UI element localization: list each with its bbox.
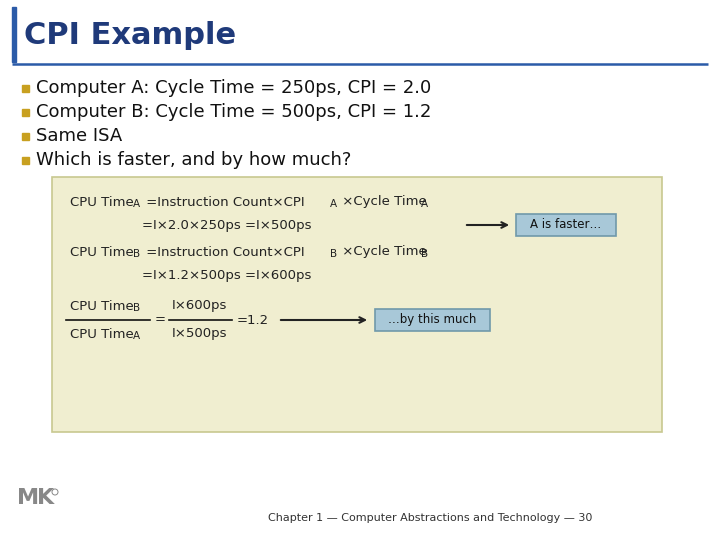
Text: I×600ps: I×600ps — [172, 300, 228, 313]
Text: A: A — [330, 199, 337, 209]
Text: =I×1.2×500ps =I×600ps: =I×1.2×500ps =I×600ps — [142, 268, 311, 281]
Text: =: = — [155, 314, 166, 327]
Text: CPU Time: CPU Time — [70, 195, 134, 208]
Text: CPU Time: CPU Time — [70, 300, 134, 313]
Text: ×Cycle Time: ×Cycle Time — [338, 246, 427, 259]
Text: Same ISA: Same ISA — [36, 127, 122, 145]
Text: ×Cycle Time: ×Cycle Time — [338, 195, 427, 208]
Text: B: B — [330, 249, 337, 259]
Text: =1.2: =1.2 — [237, 314, 269, 327]
Bar — [375, 309, 490, 331]
Text: K: K — [37, 488, 55, 508]
Text: CPI Example: CPI Example — [24, 21, 236, 50]
Text: =Instruction Count×CPI: =Instruction Count×CPI — [142, 195, 305, 208]
Bar — [22, 133, 29, 140]
Text: CPU Time: CPU Time — [70, 327, 134, 341]
Bar — [22, 109, 29, 116]
Text: B: B — [421, 249, 428, 259]
Text: Which is faster, and by how much?: Which is faster, and by how much? — [36, 151, 351, 169]
Text: CPU Time: CPU Time — [70, 246, 134, 259]
Bar — [52, 177, 662, 432]
Text: A: A — [133, 199, 140, 209]
Text: A: A — [421, 199, 428, 209]
Text: M: M — [17, 488, 39, 508]
Bar — [12, 7, 16, 62]
Bar — [516, 214, 616, 236]
Text: …by this much: …by this much — [388, 314, 477, 327]
Text: Computer B: Cycle Time = 500ps, CPI = 1.2: Computer B: Cycle Time = 500ps, CPI = 1.… — [36, 103, 431, 121]
Text: A: A — [133, 331, 140, 341]
Text: =I×2.0×250ps =I×500ps: =I×2.0×250ps =I×500ps — [142, 219, 312, 232]
Text: A is faster…: A is faster… — [531, 219, 602, 232]
Text: =Instruction Count×CPI: =Instruction Count×CPI — [142, 246, 305, 259]
Bar — [22, 85, 29, 92]
Text: Computer A: Cycle Time = 250ps, CPI = 2.0: Computer A: Cycle Time = 250ps, CPI = 2.… — [36, 79, 431, 97]
Bar — [22, 157, 29, 164]
Text: Chapter 1 — Computer Abstractions and Technology — 30: Chapter 1 — Computer Abstractions and Te… — [268, 513, 592, 523]
Text: B: B — [133, 249, 140, 259]
Text: I×500ps: I×500ps — [172, 327, 228, 341]
Text: B: B — [133, 303, 140, 313]
